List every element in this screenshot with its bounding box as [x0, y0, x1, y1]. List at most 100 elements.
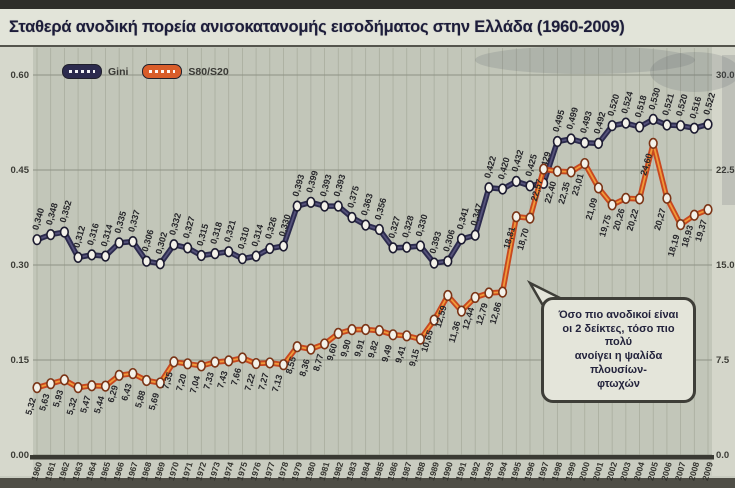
data-point	[292, 200, 302, 212]
data-point	[648, 137, 658, 149]
data-label: 7,43	[215, 370, 229, 390]
data-point	[114, 369, 124, 381]
legend: Gini S80/S20	[62, 64, 229, 79]
data-point	[456, 305, 467, 317]
data-point	[306, 196, 316, 208]
data-label: 6,29	[106, 384, 120, 404]
page-title: Σταθερά ανοδική πορεία ανισοκατανομής ει…	[9, 17, 625, 36]
data-point	[511, 211, 521, 223]
data-point	[497, 286, 508, 298]
data-point	[46, 378, 56, 390]
data-point	[333, 327, 343, 340]
data-point	[511, 175, 521, 187]
data-point	[443, 255, 453, 267]
data-point	[662, 119, 672, 131]
data-label: 7,13	[270, 373, 284, 393]
data-point	[456, 233, 467, 245]
gini-swatch-icon	[62, 64, 102, 79]
data-label: 7,20	[174, 373, 188, 393]
data-point	[46, 229, 56, 241]
data-label: 7,04	[188, 375, 202, 395]
data-point	[361, 323, 371, 336]
data-point	[278, 359, 289, 371]
data-point	[415, 240, 426, 252]
data-point	[141, 255, 152, 267]
data-point	[525, 180, 535, 192]
right-axis-tick: 30.0	[716, 70, 735, 81]
data-point	[169, 239, 179, 251]
data-label: 7,33	[201, 371, 215, 391]
data-label: 7,66	[229, 367, 243, 387]
data-point	[292, 341, 302, 353]
data-point	[429, 314, 439, 326]
data-point	[525, 212, 535, 224]
data-point	[443, 289, 453, 302]
data-point	[251, 357, 261, 370]
data-label: 6,43	[119, 382, 133, 402]
data-point	[566, 166, 576, 178]
legend-item-s80s20: S80/S20	[142, 64, 229, 79]
data-point	[621, 117, 631, 129]
left-axis-tick: 0.60	[11, 70, 30, 81]
data-point	[210, 248, 220, 260]
data-point	[306, 343, 316, 355]
annotation-line: ανοίγει η ψαλίδα πλουσίων-	[574, 350, 663, 376]
data-point	[265, 242, 275, 255]
data-point	[333, 200, 343, 212]
data-point	[32, 234, 42, 246]
data-point	[87, 249, 97, 261]
left-axis-tick: 0.45	[11, 165, 30, 176]
data-label: 5,93	[51, 389, 65, 409]
annotation-line: οι 2 δείκτες, τόσο πιο πολύ	[562, 322, 675, 349]
data-label: 8,77	[311, 353, 325, 373]
data-point	[319, 200, 330, 212]
data-point	[128, 235, 138, 248]
data-point	[210, 356, 220, 368]
data-point	[251, 250, 261, 262]
legend-label-gini: Gini	[108, 65, 129, 78]
data-point	[196, 360, 206, 372]
left-axis-tick: 0.30	[11, 260, 30, 271]
data-point	[265, 357, 275, 369]
data-point	[347, 211, 357, 224]
data-point	[224, 246, 234, 258]
data-point	[607, 120, 617, 132]
legend-item-gini: Gini	[62, 64, 128, 79]
data-point	[648, 113, 658, 125]
legend-label-s80s20: S80/S20	[188, 65, 229, 78]
left-axis-tick: 0.15	[11, 355, 30, 366]
data-point	[374, 325, 384, 337]
data-label: 9,49	[380, 344, 394, 364]
data-point	[169, 356, 179, 368]
right-axis-tick: 0.0	[716, 450, 729, 461]
data-point	[100, 250, 111, 262]
data-point	[689, 122, 699, 134]
data-label: 7,22	[243, 372, 257, 392]
data-point	[278, 240, 289, 252]
data-point	[73, 251, 83, 263]
data-point	[388, 329, 398, 341]
data-point	[497, 183, 508, 195]
data-point	[347, 324, 357, 336]
data-point	[374, 223, 384, 236]
data-point	[32, 382, 42, 394]
data-point	[402, 330, 412, 342]
data-point	[593, 182, 604, 194]
data-point	[237, 352, 248, 364]
right-axis-tick: 22.5	[716, 165, 735, 176]
annotation-callout: Όσο πιο ανοδικοί είναι οι 2 δείκτες, τόσ…	[541, 297, 696, 403]
data-label: 5,69	[147, 392, 161, 412]
data-label: 9,91	[352, 338, 366, 358]
annotation-line: Όσο πιο ανοδικοί είναι	[558, 308, 679, 321]
page-top-border	[0, 0, 735, 9]
data-point	[607, 199, 617, 211]
data-point	[59, 226, 69, 238]
title-bar: Σταθερά ανοδική πορεία ανισοκατανομής ει…	[0, 9, 735, 47]
data-point	[566, 133, 576, 145]
data-point	[552, 165, 562, 177]
data-label: 9,60	[325, 342, 339, 362]
data-label: 8,55	[284, 355, 298, 375]
data-point	[183, 242, 193, 254]
data-point	[621, 192, 631, 204]
